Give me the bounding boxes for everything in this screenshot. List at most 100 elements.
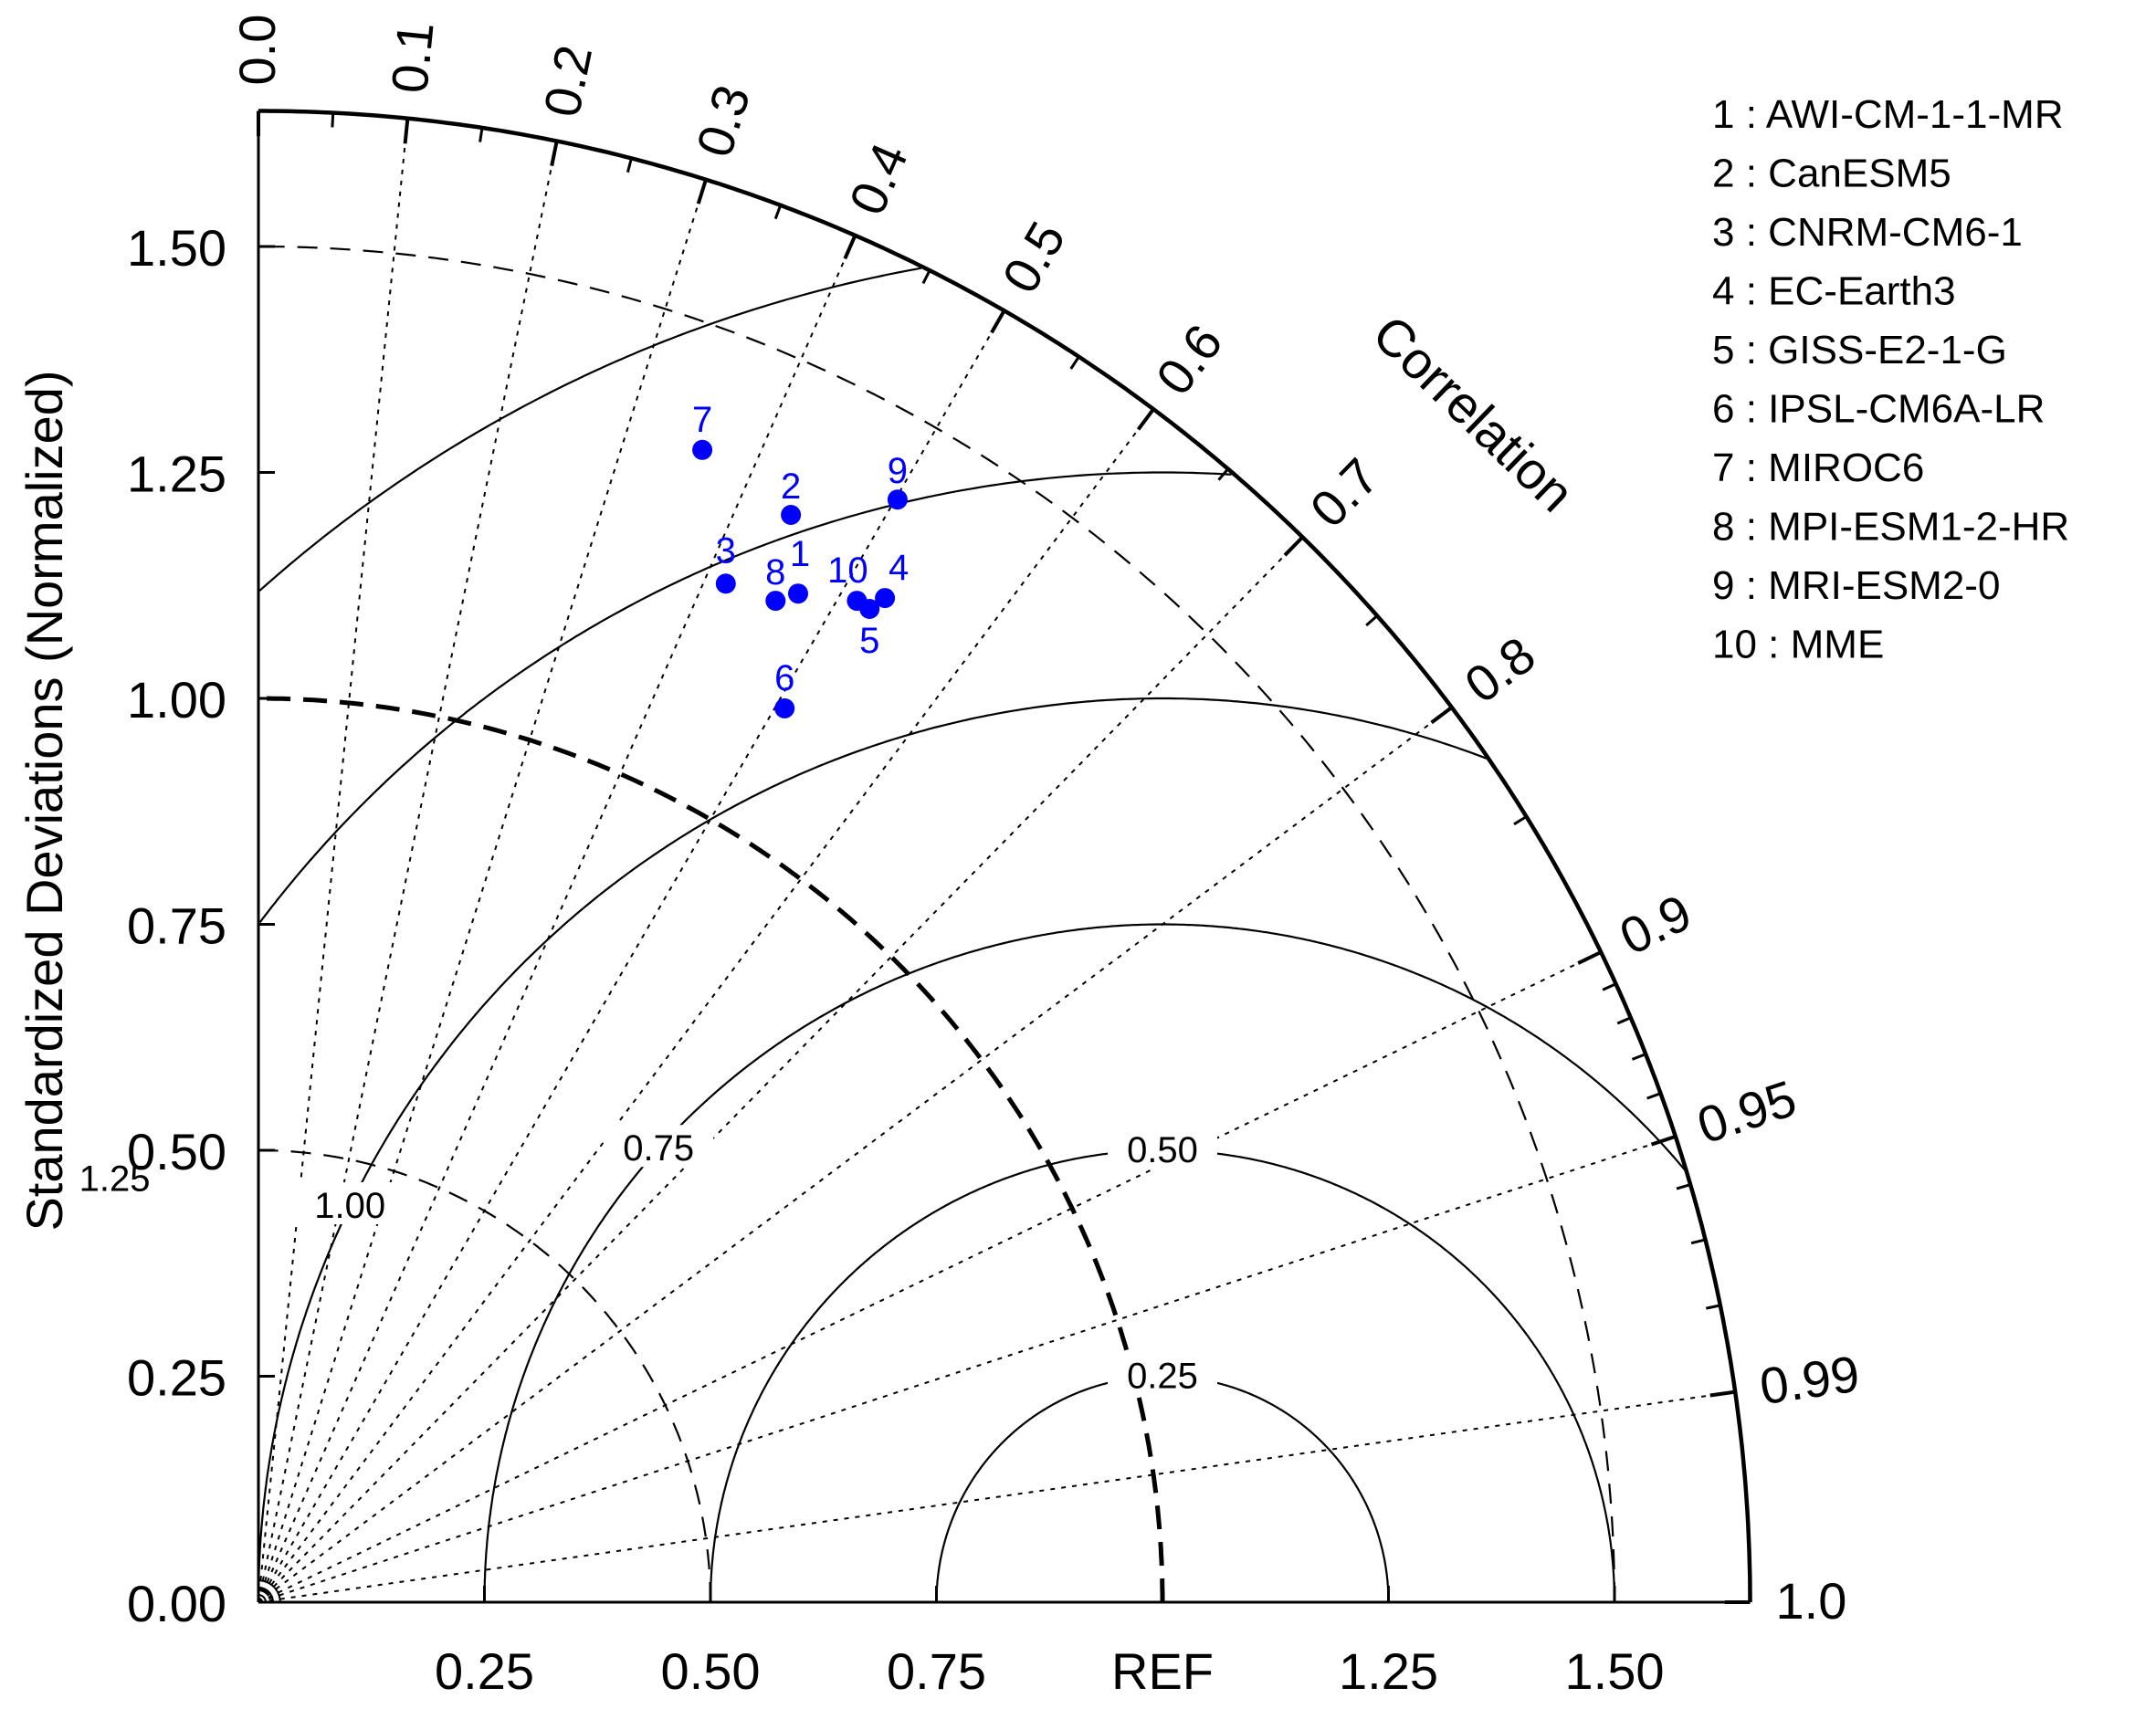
rmsd-label: 1.00: [314, 1186, 385, 1226]
correlation-minor-tick: [773, 204, 783, 220]
x-tick-label: 0.75: [887, 1642, 986, 1700]
correlation-ray: [258, 1135, 1677, 1603]
correlation-ray: [258, 179, 707, 1603]
std-arc: [258, 1148, 712, 1602]
y-tick-label: 1.50: [127, 219, 226, 277]
legend-number: 1: [1712, 92, 1734, 137]
rmsd-label: 0.75: [623, 1128, 694, 1169]
model-marker: [788, 583, 808, 604]
model-number-label: 4: [889, 548, 909, 588]
legend-entry: 1 : AWI-CM-1-1-MR: [1712, 92, 2064, 137]
rmsd-contour: [258, 471, 1232, 923]
correlation-tick-label: 0.0: [228, 15, 286, 86]
legend-number: 6: [1712, 387, 1734, 432]
correlation-tick: [1709, 1389, 1736, 1398]
legend-number: 5: [1712, 328, 1734, 372]
legend-separator: :: [1734, 269, 1768, 314]
correlation-arc: [258, 109, 1752, 1602]
rmsd-contour: [258, 267, 922, 592]
legend: 1 : AWI-CM-1-1-MR 2 : CanESM5 3 : CNRM-CM6…: [1712, 92, 2069, 667]
correlation-tick: [1577, 950, 1602, 965]
correlation-minor-tick: [1676, 1183, 1691, 1190]
axis-ticks: 0.000.250.500.751.001.251.500.25 0.50 0.75…: [127, 15, 1863, 1700]
x-tick-label: 0.25: [435, 1642, 534, 1700]
y-tick-label: 0.75: [127, 897, 226, 955]
model-number-label: 1: [790, 534, 810, 574]
rmsd-label: 1.25: [79, 1159, 151, 1199]
correlation-minor-tick: [1705, 1304, 1721, 1310]
correlation-tick-label: 0.7: [1299, 447, 1389, 539]
correlation-ray: [258, 707, 1453, 1603]
model-marker: [781, 505, 802, 525]
correlation-minor-tick: [331, 112, 335, 128]
correlation-tick-label: 0.6: [1145, 314, 1234, 405]
legend-entry: 10 : MME: [1712, 623, 1884, 667]
correlation-tick: [990, 309, 1006, 334]
correlation-tick: [1136, 408, 1155, 431]
correlation-tick: [403, 118, 410, 144]
legend-separator: :: [1734, 328, 1768, 372]
model-marker: [765, 591, 786, 612]
rmsd-label-bg: [59, 1155, 170, 1198]
rmsd-label: 0.25: [1127, 1357, 1198, 1397]
legend-number: 10: [1712, 623, 1757, 667]
x-tick-label: 1.50: [1565, 1642, 1665, 1700]
legend-entry: 4 : EC-Earth3: [1712, 269, 1956, 314]
correlation-minor-tick: [1690, 1238, 1706, 1245]
correlation-tick: [843, 235, 857, 260]
origin-arc: [258, 1587, 274, 1602]
correlation-tick: [550, 141, 559, 167]
correlation-ray: [258, 118, 409, 1603]
model-number-label: 3: [716, 530, 736, 571]
correlation-ray: [258, 1390, 1736, 1603]
correlation-tick: [1430, 706, 1453, 725]
model-points: 1 2 3 45 6 7 8 9 10: [692, 400, 909, 718]
model-marker: [692, 439, 713, 460]
correlation-tick-label: 0.2: [532, 40, 603, 121]
rmsd-contours: [257, 267, 1687, 1602]
correlation-tick-label: 0.9: [1611, 883, 1700, 966]
correlation-minor-tick: [626, 158, 633, 173]
rmsd-contour: [483, 923, 1687, 1602]
correlation-tick: [696, 179, 708, 204]
std-reference-arcs: [258, 245, 1616, 1603]
correlation-tick-label: 0.1: [380, 19, 444, 96]
model-number-label: 6: [774, 658, 794, 698]
legend-separator: :: [1734, 92, 1765, 137]
legend-model-name: CNRM-CM6-1: [1768, 210, 2023, 255]
model-marker: [887, 489, 908, 510]
correlation-minor-tick: [1631, 1053, 1646, 1061]
correlation-ray: [258, 536, 1304, 1603]
y-tick-label: 1.25: [127, 446, 226, 503]
legend-number: 4: [1712, 269, 1734, 314]
correlation-ray: [258, 309, 1005, 1603]
correlation-axis-title: Correlation: [1362, 304, 1585, 523]
correlation-minor-tick: [1602, 982, 1617, 991]
y-tick-label: 0.00: [127, 1575, 226, 1632]
correlation-minor-tick: [1616, 1016, 1632, 1025]
correlation-minor-tick: [1365, 614, 1379, 627]
correlation-tick: [1650, 1135, 1677, 1147]
x-tick-label: 1.25: [1339, 1642, 1438, 1700]
legend-entry: 5 : GISS-E2-1-G: [1712, 328, 2007, 372]
correlation-tick: [1283, 536, 1304, 557]
legend-number: 2: [1712, 152, 1734, 196]
correlation-minor-tick: [479, 127, 484, 142]
rmsd-label-bg: [604, 1125, 714, 1168]
legend-model-name: CanESM5: [1768, 152, 1951, 196]
std-arc: [258, 245, 1616, 1603]
correlation-rays: [258, 118, 1736, 1603]
legend-separator: :: [1734, 152, 1768, 196]
legend-model-name: MIROC6: [1768, 446, 1924, 490]
rmsd-contour: [257, 697, 1488, 1602]
legend-model-name: MME: [1791, 623, 1885, 667]
correlation-ray: [258, 408, 1154, 1603]
correlation-tick-label: 1.0: [1776, 1572, 1847, 1630]
model-marker: [715, 573, 736, 594]
correlation-tick-label: 0.95: [1690, 1069, 1803, 1155]
correlation-minor-tick: [921, 269, 931, 285]
legend-model-name: IPSL-CM6A-LR: [1768, 387, 2045, 432]
y-tick-label: 0.25: [127, 1349, 226, 1407]
legend-number: 7: [1712, 446, 1734, 490]
